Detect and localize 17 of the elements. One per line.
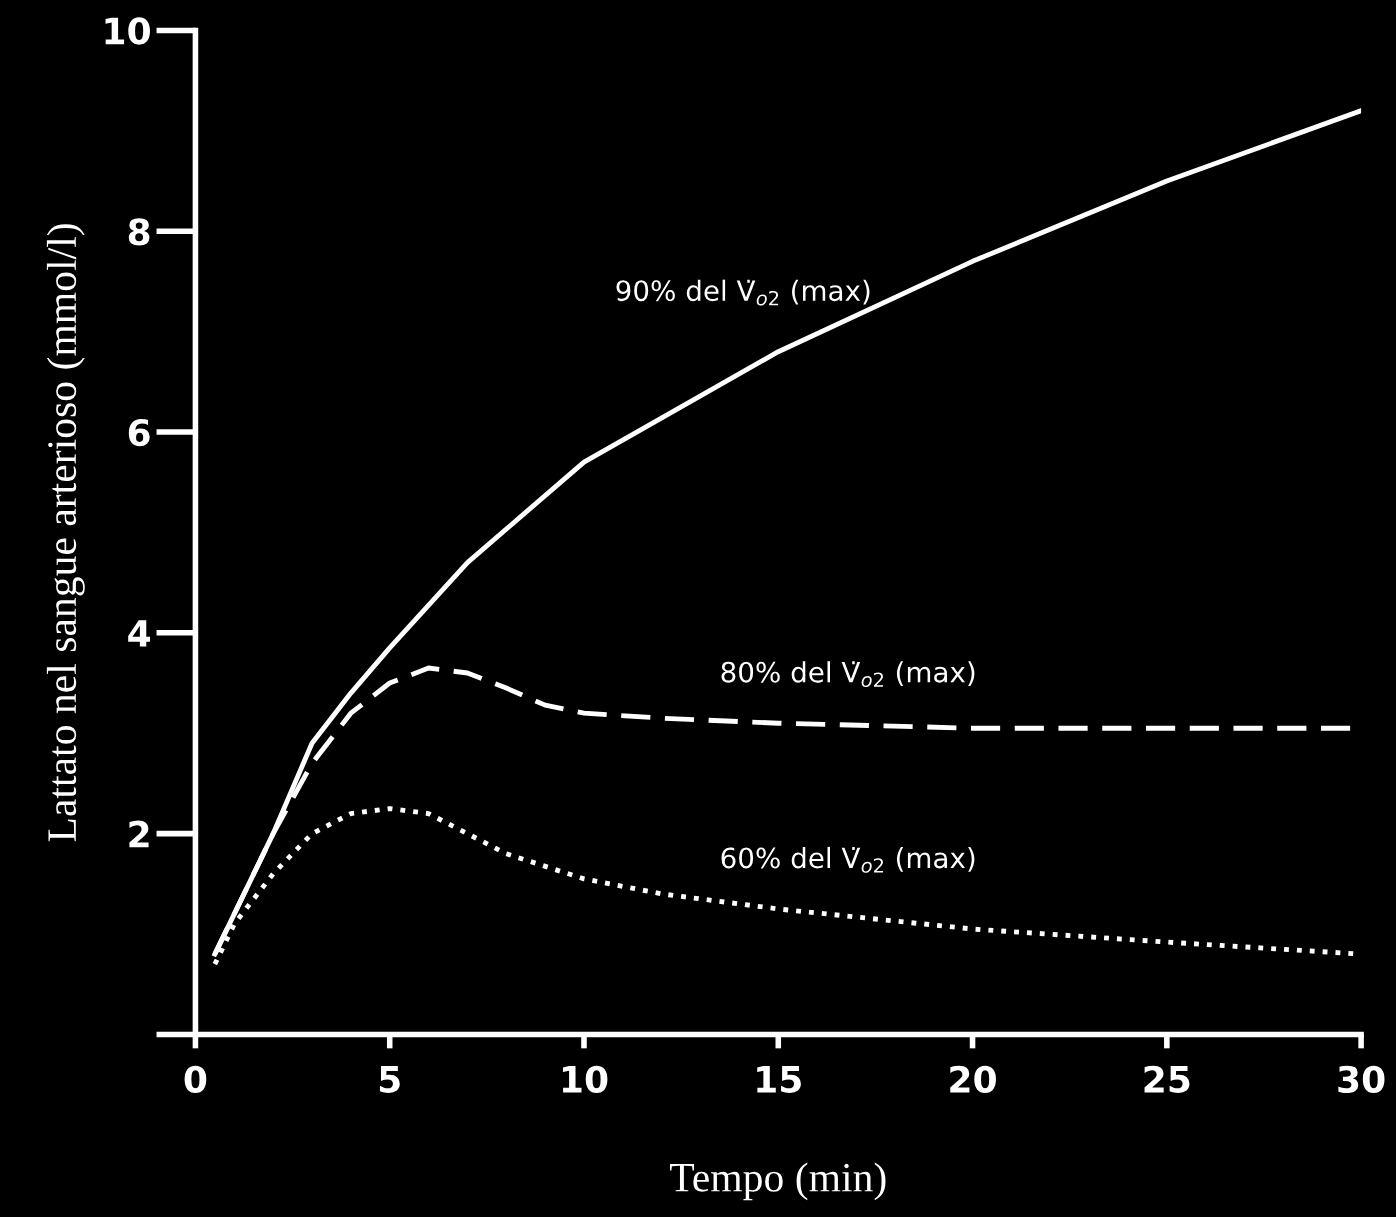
x-tick-label: 0: [184, 1065, 207, 1093]
x-tick-label: 30: [1338, 1065, 1385, 1093]
series-label: 90% del V̇$_{o2}$ (max): [616, 279, 870, 306]
x-tick-label: 15: [757, 1066, 801, 1093]
series-label: 60% del V̇$_{o2}$ (max): [721, 846, 975, 873]
x-tick-label: 10: [562, 1065, 608, 1093]
x-tick-label: 25: [1144, 1065, 1190, 1093]
x-axis-title: Tempo (min): [669, 1162, 886, 1201]
y-tick-label: 8: [128, 218, 150, 246]
y-tick-label: 10: [105, 17, 150, 45]
x-tick-label: 5: [379, 1066, 400, 1093]
y-axis-title: Lattato nel sangue arterioso (mmol/l): [46, 224, 85, 842]
y-tick-label: 6: [128, 418, 150, 447]
y-tick-label: 4: [128, 620, 151, 647]
series-label: 80% del V̇$_{o2}$ (max): [721, 661, 975, 688]
x-tick-label: 20: [950, 1065, 996, 1093]
y-tick-label: 2: [129, 820, 149, 848]
